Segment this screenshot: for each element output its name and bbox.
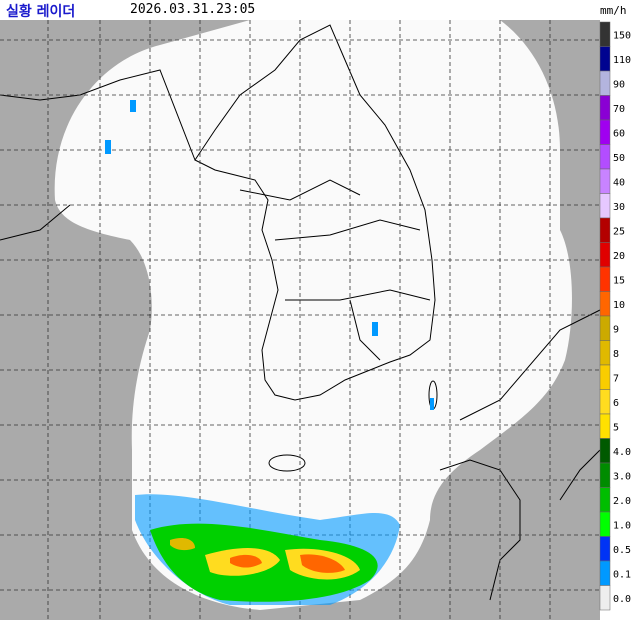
legend-swatch	[599, 291, 611, 317]
legend-swatch	[599, 340, 611, 366]
legend-swatch	[599, 536, 611, 562]
legend-swatch	[599, 70, 611, 96]
legend-label: 90	[613, 79, 625, 90]
legend-label: 10	[613, 300, 625, 311]
title: 실황 레이더	[6, 4, 76, 20]
legend-swatch	[599, 389, 611, 415]
timestamp: 2026.03.31.23:05	[130, 2, 256, 17]
legend-label: 0.1	[613, 569, 631, 580]
legend-label: 40	[613, 177, 625, 188]
precipitation	[105, 100, 434, 605]
legend-swatch	[599, 95, 611, 121]
radar-coverage	[54, 20, 572, 610]
legend-label: 3.0	[613, 471, 631, 482]
legend-unit: mm/h	[600, 4, 627, 17]
legend-label: 7	[613, 373, 619, 384]
legend-swatch	[599, 438, 611, 464]
legend-label: 9	[613, 324, 619, 335]
legend-label: 150	[613, 30, 631, 41]
legend-label: 15	[613, 275, 625, 286]
legend-swatch	[599, 168, 611, 194]
legend-label: 50	[613, 153, 625, 164]
legend-swatch	[599, 511, 611, 537]
legend-label: 4.0	[613, 447, 631, 458]
legend-label: 1.0	[613, 520, 631, 531]
legend-label: 6	[613, 398, 619, 409]
legend-swatch	[599, 462, 611, 488]
legend-swatch	[599, 560, 611, 586]
legend-label: 8	[613, 349, 619, 360]
legend-swatch	[599, 46, 611, 72]
coastlines	[0, 24, 601, 601]
header	[0, 0, 600, 20]
legend-swatch	[599, 217, 611, 243]
legend-swatch	[599, 413, 611, 439]
legend: 150 110 90 70 60 50 40 30 25 20 15 10 9 8 7 6 5 4.0 3.0 2.0…	[599, 21, 631, 611]
legend-label: 0.5	[613, 545, 631, 556]
legend-swatch	[599, 193, 611, 219]
legend-label: 5	[613, 422, 619, 433]
legend-swatch	[599, 487, 611, 513]
legend-label: 2.0	[613, 496, 631, 507]
legend-label: 0.0	[613, 594, 631, 605]
legend-swatch	[599, 364, 611, 390]
legend-swatch	[599, 144, 611, 170]
legend-label: 110	[613, 55, 631, 66]
legend-swatch	[599, 585, 611, 611]
legend-swatch	[599, 119, 611, 145]
legend-swatch	[599, 242, 611, 268]
legend-swatch	[599, 266, 611, 292]
legend-swatch	[599, 21, 611, 47]
legend-label: 60	[613, 128, 625, 139]
legend-label: 20	[613, 251, 625, 262]
legend-label: 70	[613, 104, 625, 115]
legend-label: 30	[613, 202, 625, 213]
legend-swatch	[599, 315, 611, 341]
legend-label: 25	[613, 226, 625, 237]
